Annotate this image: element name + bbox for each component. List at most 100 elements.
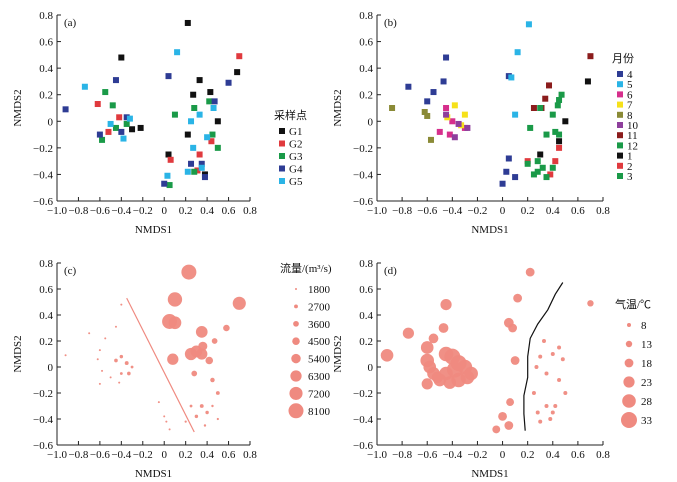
data-point <box>88 332 91 335</box>
legend-label: G3 <box>289 151 303 163</box>
y-axis-title: NMDS2 <box>12 89 24 126</box>
x-tick-label: 0 <box>161 449 167 461</box>
data-point-G5 <box>126 115 133 122</box>
data-point <box>420 341 434 354</box>
data-point-11 <box>546 82 553 89</box>
legend-marker <box>625 340 633 348</box>
x-tick-label: −1.0 <box>47 449 67 461</box>
x-tick-label: −0.8 <box>68 449 88 461</box>
data-point <box>124 361 129 366</box>
y-tick-label: 0.2 <box>359 336 373 348</box>
y-tick-label: 0 <box>368 116 374 128</box>
y-tick-label: −0.4 <box>33 169 53 181</box>
y-tick-label: 0.2 <box>359 90 373 102</box>
data-point <box>216 417 219 421</box>
y-tick-label: 0.6 <box>39 284 53 296</box>
data-point <box>198 341 208 351</box>
data-point-12 <box>527 124 534 131</box>
y-axis-title: NMDS2 <box>332 335 344 372</box>
data-point-G1 <box>165 151 172 158</box>
data-point-8 <box>424 112 431 119</box>
data-point <box>550 410 555 415</box>
data-point-G1 <box>214 118 221 125</box>
data-point-4 <box>440 78 447 85</box>
data-point-11 <box>587 53 594 60</box>
x-axis-title: NMDS1 <box>135 468 172 480</box>
x-tick-label: 0.2 <box>521 449 535 461</box>
legend-marker <box>623 376 635 388</box>
data-point <box>223 324 230 332</box>
data-point <box>492 425 501 434</box>
y-tick-label: −0.2 <box>33 388 53 400</box>
panel-label: (b) <box>384 17 397 29</box>
data-point <box>130 365 134 369</box>
data-point <box>557 345 562 350</box>
data-point-10 <box>443 111 450 118</box>
legend-label: G4 <box>289 164 303 176</box>
x-axis-title: NMDS1 <box>135 224 172 236</box>
data-point <box>109 376 112 379</box>
data-point-G1 <box>129 126 136 133</box>
data-point <box>513 293 523 303</box>
y-tick-label: 0.8 <box>39 10 53 22</box>
data-point-G2 <box>94 101 101 108</box>
x-axis-title: NMDS1 <box>471 224 508 236</box>
legend-swatch <box>279 140 285 147</box>
legend-label: 4500 <box>308 336 331 348</box>
x-tick-label: 0.4 <box>200 449 214 461</box>
data-point <box>205 410 209 415</box>
data-point-4 <box>405 83 412 90</box>
data-point-G3 <box>191 168 198 175</box>
data-point <box>531 391 536 395</box>
data-point-G5 <box>174 49 181 56</box>
legend-label: 11 <box>627 130 638 142</box>
y-tick-label: −0.4 <box>353 169 373 181</box>
legend-marker <box>289 386 303 400</box>
panel-label: (d) <box>384 265 397 277</box>
y-tick-label: 0.8 <box>359 258 373 270</box>
data-point-4 <box>443 54 450 61</box>
x-axis-title: NMDS1 <box>471 468 508 480</box>
data-point-G3 <box>191 105 198 111</box>
data-point <box>98 382 101 385</box>
y-tick-label: −0.4 <box>353 414 373 426</box>
legend-marker <box>290 370 302 382</box>
data-point <box>557 378 562 382</box>
data-point-5 <box>514 49 521 56</box>
legend-marker <box>288 403 304 419</box>
data-point <box>548 417 553 421</box>
data-point-G4 <box>165 73 172 80</box>
x-tick-label: 0.6 <box>571 449 585 461</box>
data-point-G5 <box>204 134 211 141</box>
y-tick-label: −0.6 <box>33 440 53 452</box>
legend-label: G2 <box>289 139 302 151</box>
x-tick-label: −0.8 <box>392 205 412 217</box>
legend-label: 2700 <box>308 301 331 313</box>
data-point-G2 <box>236 53 243 60</box>
legend-title: 流量/(m³/s) <box>280 261 332 275</box>
data-point <box>563 391 568 395</box>
y-tick-label: 0.2 <box>39 90 53 102</box>
data-point <box>421 378 433 390</box>
data-point-8 <box>427 136 434 143</box>
data-point-G4 <box>225 79 232 86</box>
x-tick-label: −0.4 <box>111 205 131 217</box>
y-tick-label: −0.6 <box>33 196 53 208</box>
data-point-3 <box>543 174 550 181</box>
legend-swatch <box>279 153 285 159</box>
data-point <box>440 299 452 311</box>
data-point <box>119 354 124 359</box>
legend-marker <box>292 337 300 345</box>
x-tick-label: −0.4 <box>442 449 462 461</box>
y-tick-label: −0.2 <box>353 143 373 155</box>
x-tick-label: −0.6 <box>417 205 437 217</box>
x-tick-label: −0.6 <box>417 449 437 461</box>
data-point <box>211 338 218 344</box>
y-tick-label: 0.8 <box>359 10 373 22</box>
legend-marker <box>295 288 297 290</box>
x-tick-label: 0.4 <box>546 449 560 461</box>
data-point <box>550 352 555 356</box>
data-point <box>195 326 208 338</box>
data-point-G5 <box>164 172 171 179</box>
data-point-4 <box>503 168 510 175</box>
